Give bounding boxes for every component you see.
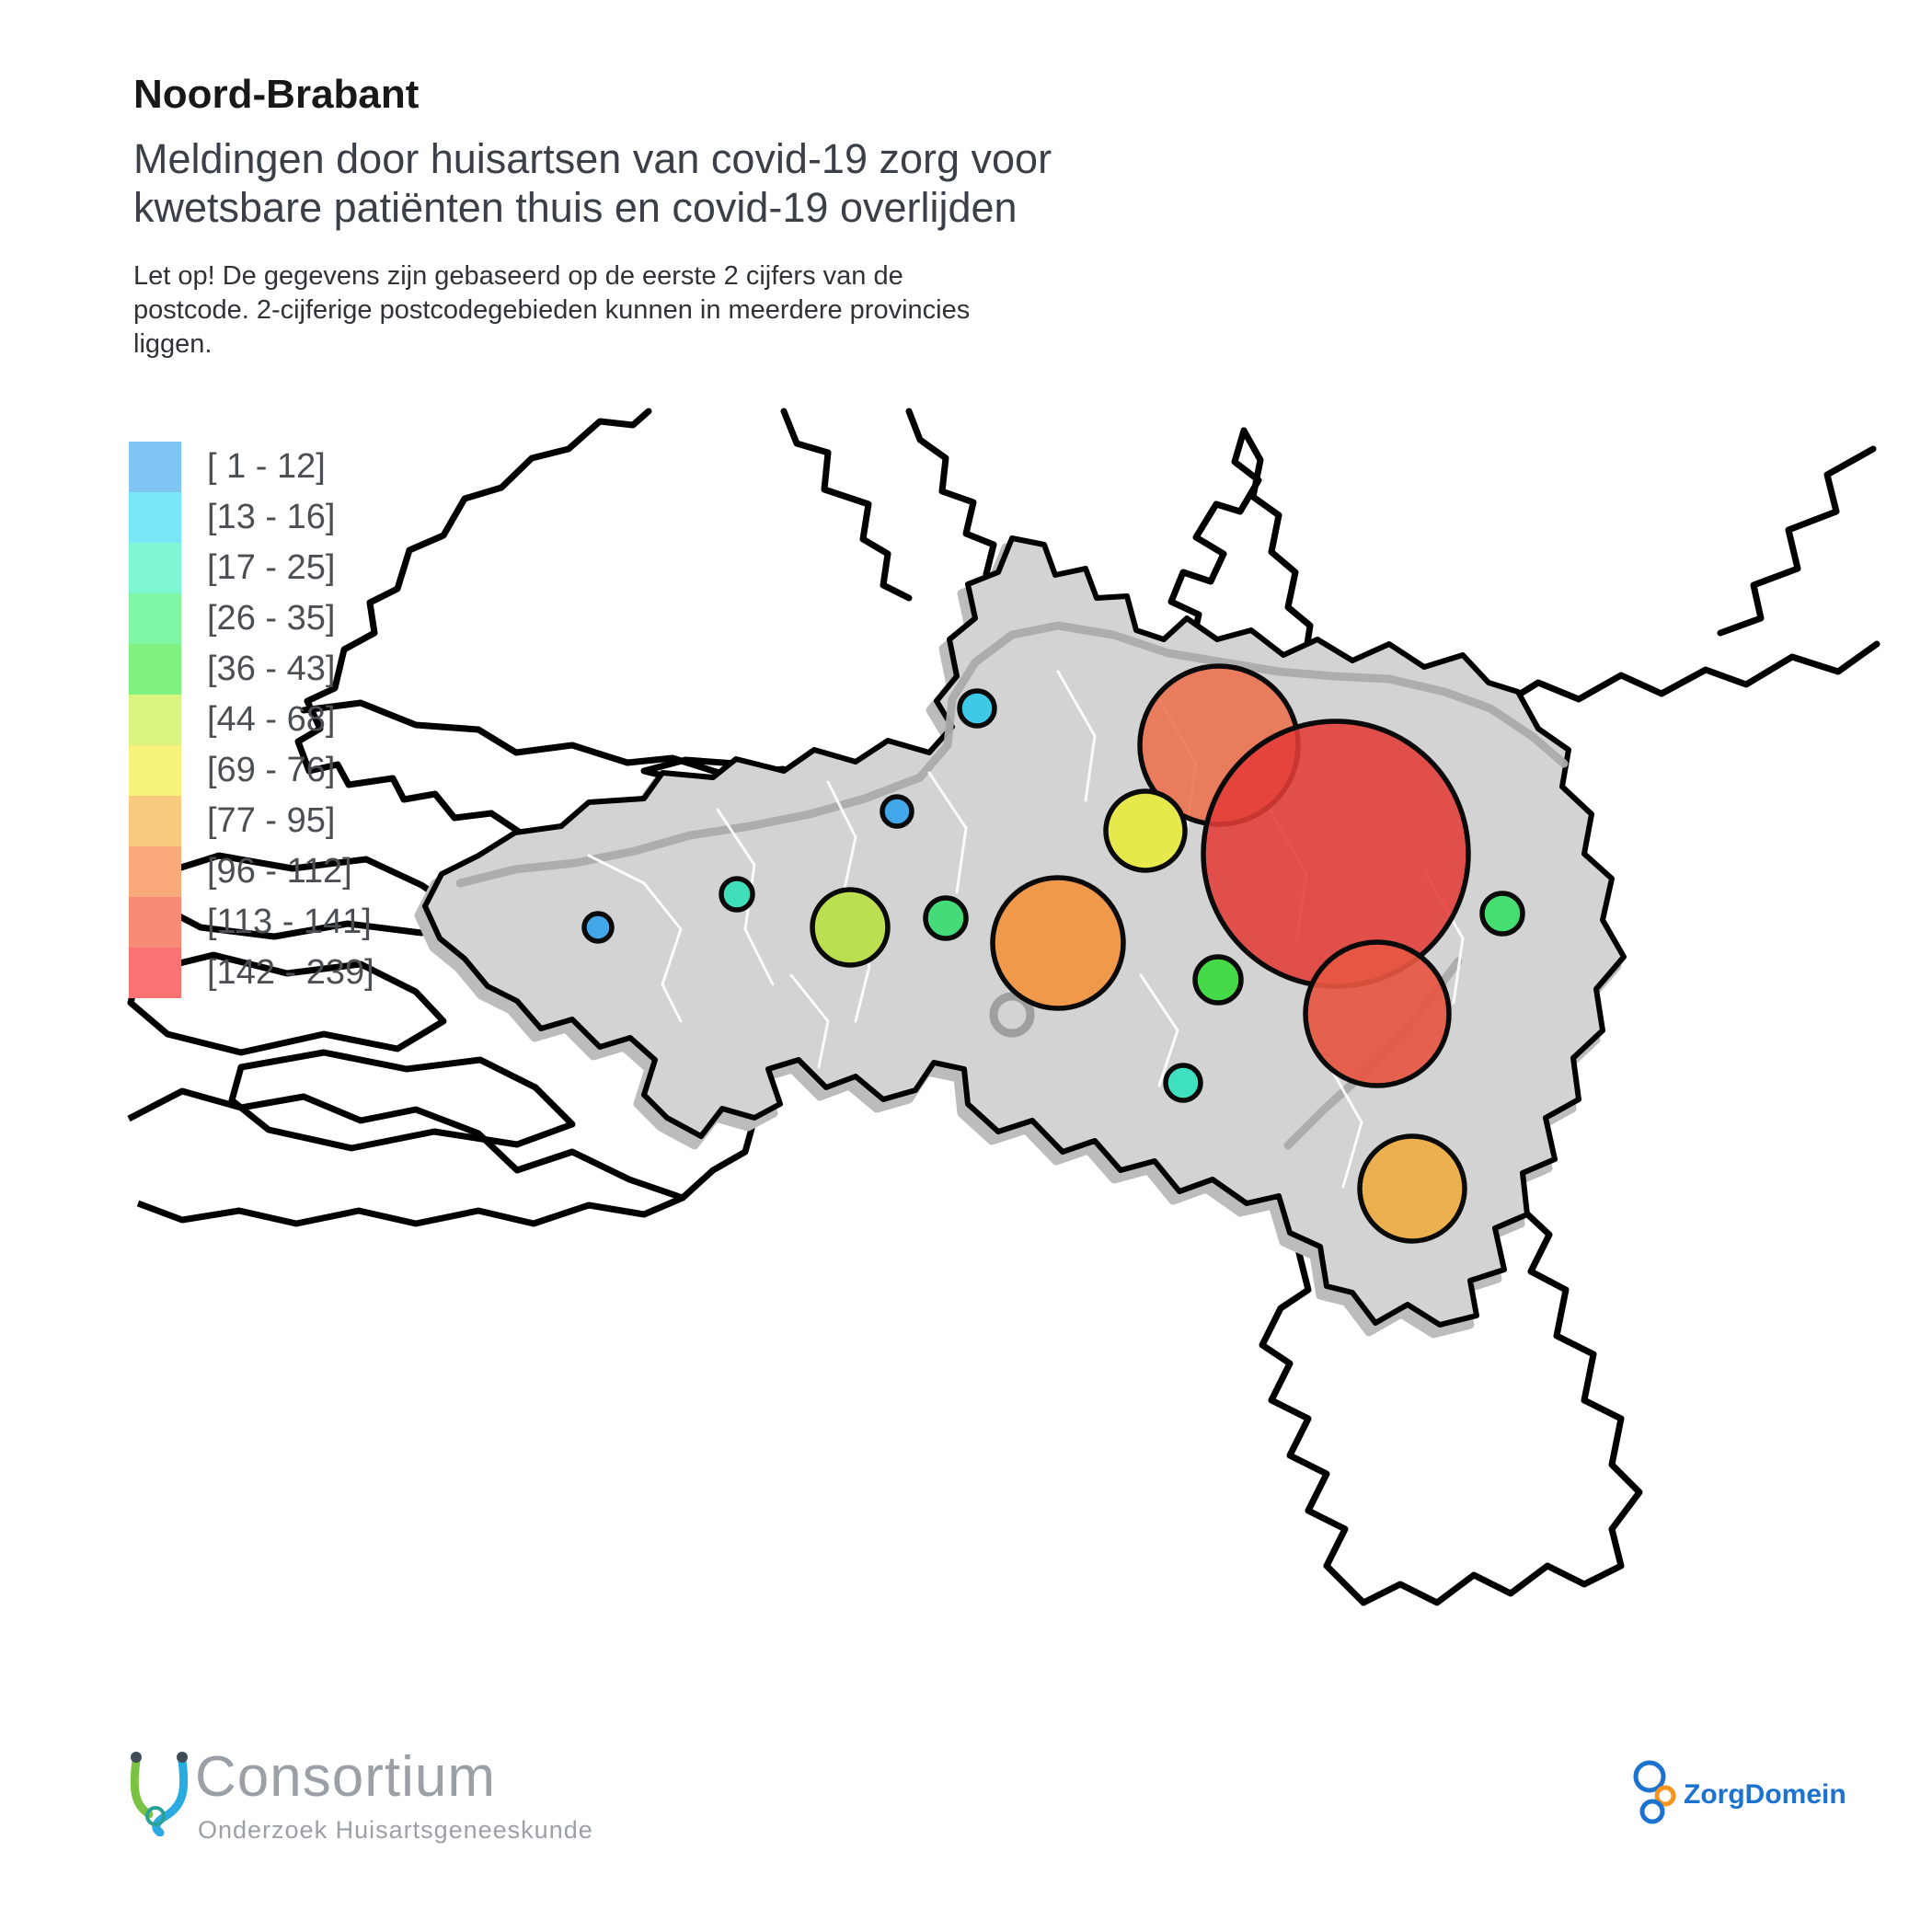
stethoscope-icon xyxy=(130,1752,189,1836)
legend-row: [142 - 239] xyxy=(129,948,374,998)
legend-row: [13 - 16] xyxy=(129,492,374,543)
report-bubble xyxy=(719,876,755,913)
legend-label: [142 - 239] xyxy=(207,953,374,992)
legend-swatch xyxy=(129,492,181,543)
border-belgium-west xyxy=(679,1115,758,1202)
legend-label: [ 1 - 12] xyxy=(207,447,326,486)
legend-swatch xyxy=(129,745,181,796)
disclaimer-note: Let op! De gegevens zijn gebaseerd op de… xyxy=(133,261,971,359)
legend-swatch xyxy=(129,644,181,695)
report-bubble xyxy=(1303,939,1452,1088)
legend-swatch xyxy=(129,695,181,745)
report-bubble xyxy=(1479,891,1525,937)
consortium-subtitle: Onderzoek Huisartsgeneeskunde xyxy=(198,1816,593,1844)
legend-swatch xyxy=(129,846,181,897)
island-3 xyxy=(228,1049,576,1152)
island-2 xyxy=(127,951,447,1056)
legend-row: [69 - 76] xyxy=(129,745,374,796)
legend-swatch xyxy=(129,948,181,998)
legend-row: [77 - 95] xyxy=(129,796,374,846)
legend-label: [17 - 25] xyxy=(207,548,336,587)
report-bubble xyxy=(1192,954,1244,1006)
legend-swatch xyxy=(129,442,181,492)
report-bubble xyxy=(880,794,914,829)
legend-label: [44 - 68] xyxy=(207,700,336,739)
report-bubble xyxy=(1163,1063,1203,1103)
zorgdomein-logo: ZorgDomein xyxy=(1630,1755,1869,1838)
legend-swatch xyxy=(129,796,181,846)
report-bubble xyxy=(581,911,615,944)
legend-swatch xyxy=(129,543,181,593)
report-bubble xyxy=(923,895,969,941)
report-bubble xyxy=(957,688,997,729)
zorgdomein-name: ZorgDomein xyxy=(1684,1779,1846,1810)
legend-row: [ 1 - 12] xyxy=(129,442,374,492)
legend-label: [69 - 76] xyxy=(207,751,336,789)
coast-zeeuws-vlaanderen xyxy=(127,1087,686,1227)
report-bubble xyxy=(810,887,891,968)
river-maas xyxy=(455,621,1569,888)
legend-label: [77 - 95] xyxy=(207,801,336,840)
legend-swatch xyxy=(129,897,181,948)
legend-swatch xyxy=(129,593,181,644)
legend-row: [36 - 43] xyxy=(129,644,374,695)
legend-label: [113 - 141] xyxy=(207,903,372,941)
enclave-ring xyxy=(989,992,1035,1038)
legend-row: [44 - 68] xyxy=(129,695,374,745)
legend: [ 1 - 12] [13 - 16] [17 - 25] [26 - 35] [36 … xyxy=(129,442,374,998)
legend-row: [26 - 35] xyxy=(129,593,374,644)
coastline-zuid-holland xyxy=(294,408,652,822)
legend-label: [36 - 43] xyxy=(207,650,336,688)
border-top-center-1 xyxy=(780,408,913,602)
border-top-right xyxy=(1717,445,1877,637)
legend-row: [17 - 25] xyxy=(129,543,374,593)
border-waal-east xyxy=(1496,640,1880,710)
page-title: Noord-Brabant xyxy=(133,72,420,117)
data-bubbles xyxy=(581,663,1525,1244)
legend-label: [96 - 112] xyxy=(207,852,352,891)
report-bubble xyxy=(990,875,1126,1011)
legend-label: [13 - 16] xyxy=(207,498,336,536)
legend-row: [96 - 112] xyxy=(129,846,374,897)
zeeland-islands xyxy=(127,852,686,1227)
legend-row: [113 - 141] xyxy=(129,897,374,948)
consortium-name: Consortium xyxy=(195,1745,496,1809)
report-bubble xyxy=(1201,719,1471,989)
zorgdomein-icon xyxy=(1633,1760,1676,1824)
report-bubble xyxy=(1103,788,1188,873)
legend-label: [26 - 35] xyxy=(207,599,336,638)
report-bubble xyxy=(1357,1133,1467,1244)
consortium-logo: Consortium Onderzoek Huisartsgeneeskunde xyxy=(129,1744,644,1846)
page-subtitle: Meldingen door huisartsen van covid-19 z… xyxy=(133,135,1052,231)
